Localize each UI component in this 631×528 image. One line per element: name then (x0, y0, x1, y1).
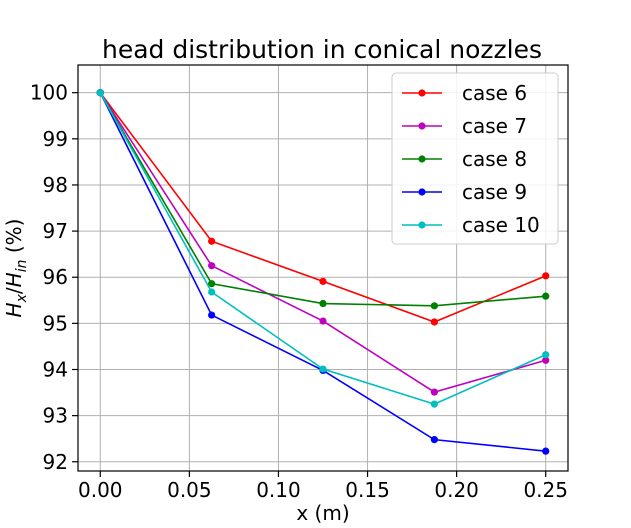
data-point (430, 318, 438, 326)
y-tick-label: 96 (43, 265, 68, 289)
y-label-unit: (%) (2, 219, 26, 260)
data-point (208, 280, 216, 288)
legend-item: case 7 (402, 114, 527, 138)
data-point (542, 447, 550, 455)
legend: case 6 case 7 case 8 case 9 case 10 (391, 72, 559, 245)
x-tick-label: 0.10 (256, 478, 301, 502)
x-tick-label: 0.20 (434, 478, 479, 502)
legend-item: case 9 (402, 180, 527, 204)
data-point (430, 302, 438, 310)
legend-swatch-marker (418, 155, 426, 163)
series-case-10 (96, 89, 550, 408)
x-axis-label: x (m) (296, 501, 349, 525)
data-point (208, 288, 216, 296)
x-tick-label: 0.15 (345, 478, 390, 502)
legend-swatch-marker (418, 122, 426, 130)
legend-item: case 8 (402, 147, 527, 171)
x-axis-ticks: 0.00 0.05 0.10 0.15 0.20 0.25 (78, 471, 568, 502)
data-point (319, 277, 327, 285)
plot-frame (77, 64, 569, 472)
legend-swatch-marker (418, 221, 426, 229)
data-point (430, 388, 438, 396)
legend-swatch-marker (418, 188, 426, 196)
y-tick-label: 92 (43, 450, 68, 474)
y-tick-label: 99 (43, 127, 68, 151)
y-label-slash: / (2, 287, 26, 294)
x-tick-label: 0.05 (167, 478, 212, 502)
y-label-sub-x: x (14, 293, 30, 303)
data-point (430, 436, 438, 444)
legend-label: case 6 (462, 81, 527, 105)
x-tick-label: 0.25 (523, 478, 568, 502)
y-tick-label: 98 (43, 173, 68, 197)
data-point (319, 317, 327, 325)
data-point (208, 311, 216, 319)
y-label-base-2: H (2, 272, 26, 287)
data-point (542, 351, 550, 359)
y-tick-label: 93 (43, 404, 68, 428)
y-axis-ticks: 92 93 94 95 96 97 98 99 100 (30, 81, 78, 474)
y-tick-label: 97 (43, 219, 68, 243)
y-tick-label: 94 (43, 358, 68, 382)
legend-box (391, 72, 559, 245)
y-tick-label: 100 (30, 81, 68, 105)
legend-item: case 10 (402, 213, 540, 237)
data-point (542, 272, 550, 280)
data-point (319, 299, 327, 308)
legend-label: case 10 (462, 213, 540, 237)
data-point (430, 400, 438, 408)
legend-label: case 9 (462, 180, 527, 204)
data-point (542, 292, 550, 300)
data-point (208, 262, 216, 270)
x-tick-label: 0.00 (78, 478, 123, 502)
y-label-sub-in: in (14, 260, 30, 273)
data-point (208, 237, 216, 245)
legend-swatch-marker (418, 89, 426, 97)
y-label-base: H (2, 302, 26, 317)
data-point (96, 89, 104, 97)
y-tick-label: 95 (43, 311, 68, 335)
data-point (542, 356, 550, 364)
chart-title: head distribution in conical nozzles (102, 35, 542, 64)
data-point (319, 365, 327, 373)
series-layer (96, 89, 550, 455)
legend-label: case 8 (462, 147, 527, 171)
legend-label: case 7 (462, 114, 527, 138)
y-axis-label: Hx/Hin (%) (2, 219, 30, 318)
legend-item: case 6 (402, 81, 527, 105)
